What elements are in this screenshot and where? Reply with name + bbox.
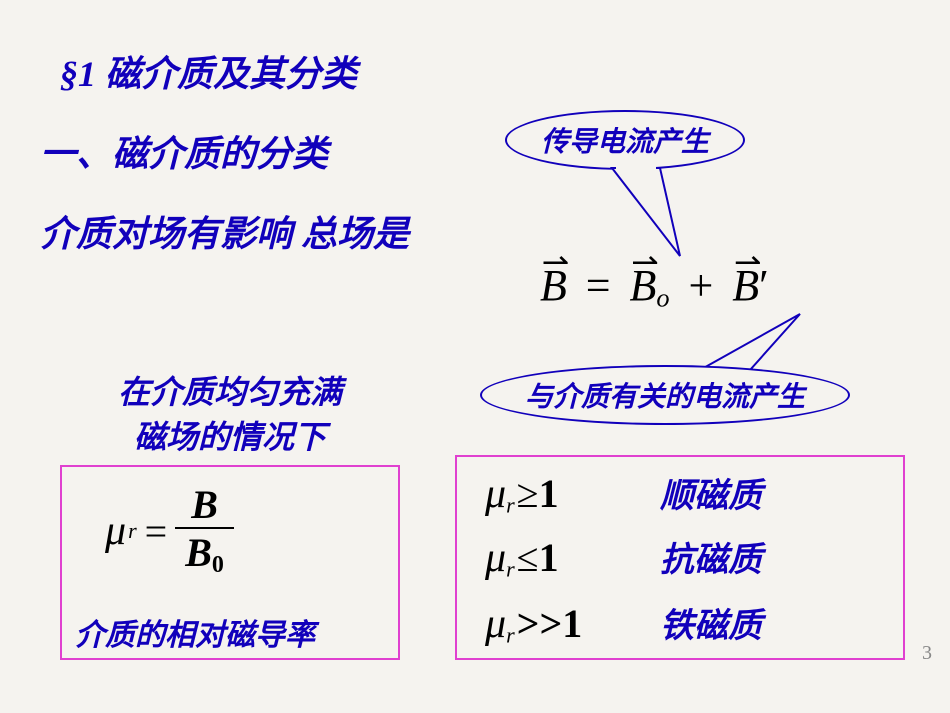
row-diamagnetic: μr≤1 抗磁质 [485,532,762,583]
box-left-caption: 介质的相对磁导率 [75,610,315,654]
note-uniform-medium: 在介质均匀充满 磁场的情况下 [70,370,390,460]
row-ferromagnetic: μr>>1 铁磁质 [485,598,762,649]
callout-medium-current: 与介质有关的电流产生 [480,365,850,425]
page-number: 3 [922,642,932,665]
row-paramagnetic: μr≥1 顺磁质 [485,468,762,519]
slide: §1 磁介质及其分类 一、磁介质的分类 介质对场有影响 总场是 传导电流产生 ⇀… [0,0,950,713]
equation-mu-r: μ r = B B0 [105,485,234,577]
